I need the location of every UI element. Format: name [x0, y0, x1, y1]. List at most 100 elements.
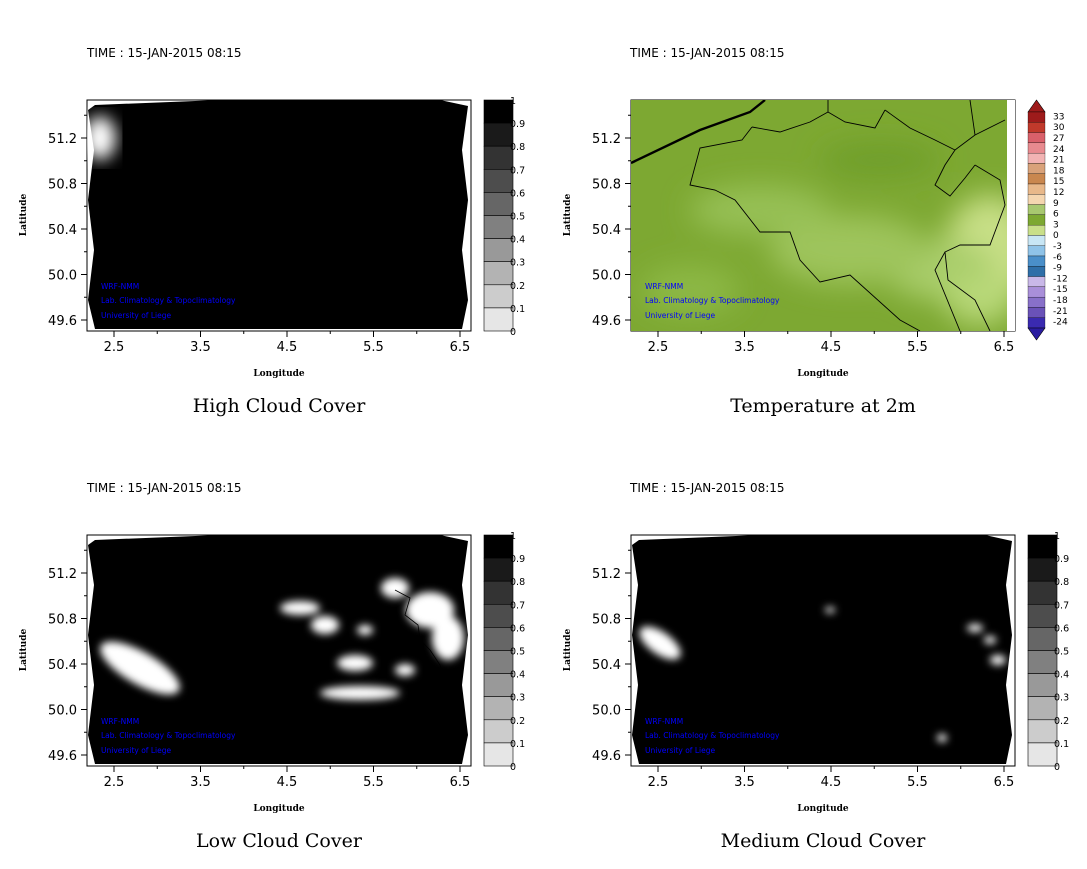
colorbar-label: 0.7: [1054, 600, 1069, 611]
watermark: WRF-NMM Lab. Climatology & Topoclimatolo…: [101, 282, 236, 320]
x-tick-label: 2.5: [104, 340, 125, 355]
time-label: TIME : 15-JAN-2015 08:15: [629, 46, 785, 60]
x-tick-label: 5.5: [363, 775, 384, 790]
watermark-line1: WRF-NMM: [101, 282, 139, 291]
colorbar-label: 0.1: [1054, 739, 1069, 750]
colorbar-swatch: [483, 284, 514, 309]
y-tick-label: 50.0: [48, 269, 77, 284]
cloud-gap: [87, 116, 116, 160]
colorbar-label: 0.3: [510, 258, 525, 269]
colorbar-label: 0.1: [510, 304, 525, 315]
colorbar-label: 0.2: [1054, 716, 1069, 727]
colorbar-label: -21: [1053, 307, 1068, 317]
colorbar-label: 30: [1053, 123, 1065, 133]
colorbar-label: 1: [1054, 531, 1060, 542]
colorbar-label: 0.3: [510, 693, 525, 704]
colorbar-swatch: [1027, 245, 1046, 257]
map-frame: [630, 99, 1016, 332]
x-tick-label: 6.5: [450, 340, 471, 355]
colorbar-label: 0.8: [510, 142, 525, 153]
colorbar-label: 1: [510, 531, 516, 542]
x-tick-label: 2.5: [648, 340, 669, 355]
colorbar-swatch: [483, 742, 514, 767]
colorbar-label: 9: [1053, 199, 1059, 209]
colorbar-label: 0.9: [510, 119, 525, 130]
y-tick-label: 50.0: [48, 704, 77, 719]
cloud-gaps: [100, 578, 464, 700]
colorbar-label: 0: [1053, 231, 1059, 241]
watermark-line1: WRF-NMM: [101, 717, 139, 726]
y-tick-label: 50.4: [48, 658, 77, 673]
x-tick-label: 4.5: [821, 775, 842, 790]
colorbar-label: 12: [1053, 188, 1064, 198]
colorbar-label: 0.7: [510, 165, 525, 176]
y-tick-label: 51.2: [48, 567, 77, 582]
x-tick-label: 5.5: [363, 340, 384, 355]
colorbar-label: 0.4: [510, 235, 525, 246]
y-tick-label: 50.0: [592, 269, 621, 284]
watermark-line2: Lab. Climatology & Topoclimatology: [645, 731, 780, 740]
colorbar-swatch: [483, 145, 514, 170]
colorbar-swatch: [483, 99, 514, 124]
x-tick-label: 6.5: [994, 340, 1015, 355]
colorbar-swatch: [483, 696, 514, 721]
colorbar-label: 0.5: [1054, 647, 1069, 658]
x-tick-label: 3.5: [190, 775, 211, 790]
colorbar-label: 0.5: [510, 647, 525, 658]
cloud-gaps: [639, 607, 1006, 742]
x-tick-label: 5.5: [907, 775, 928, 790]
colorbar-label: -9: [1053, 264, 1062, 274]
colorbar-label: 0.4: [510, 670, 525, 681]
y-axis: 51.2 50.8 50.4 50.0 49.6: [48, 549, 87, 764]
map-frame: [86, 99, 472, 332]
watermark-line3: University of Liege: [645, 311, 715, 320]
x-axis-label: Longitude: [797, 804, 849, 814]
y-tick-label: 51.2: [48, 132, 77, 147]
colorbar-swatch: [483, 122, 514, 147]
colorbar: 1 0.9 0.8 0.7 0.6 0.5 0.4 0.3 0.2 0.1 0: [483, 531, 525, 773]
colorbar-swatch: [1027, 603, 1058, 628]
watermark-line2: Lab. Climatology & Topoclimatology: [645, 296, 780, 305]
time-label: TIME : 15-JAN-2015 08:15: [629, 481, 785, 495]
colorbar-label: -15: [1053, 285, 1068, 295]
panel-title: Low Cloud Cover: [196, 830, 363, 852]
x-axis-label: Longitude: [253, 804, 305, 814]
colorbar-max-arrow: [1027, 99, 1046, 113]
colorbar-label: 6: [1053, 210, 1059, 220]
colorbar-label: -18: [1053, 296, 1068, 306]
colorbar-swatch: [1027, 557, 1058, 582]
country-borders: [394, 589, 456, 701]
y-tick-label: 49.6: [48, 314, 77, 329]
panel-temperature-2m: TIME : 15-JAN-2015 08:15: [563, 46, 1068, 417]
x-tick-label: 2.5: [648, 775, 669, 790]
colorbar-swatch: [1027, 296, 1046, 308]
y-tick-label: 51.2: [592, 132, 621, 147]
watermark: WRF-NMM Lab. Climatology & Topoclimatolo…: [645, 282, 780, 320]
y-axis: 51.2 50.8 50.4 50.0 49.6: [48, 114, 87, 329]
colorbar-label: 27: [1053, 134, 1064, 144]
colorbar-temperature: 33302724211815129630-3-6-9-12-15-18-21-2…: [1027, 99, 1068, 341]
panel-low-cloud-cover: TIME : 15-JAN-2015 08:15: [19, 481, 525, 852]
colorbar: 1 0.9 0.8 0.7 0.6 0.5 0.4 0.3 0.2 0.1 0: [1027, 531, 1069, 773]
cloud-field: [632, 535, 1012, 764]
colorbar-swatch: [483, 261, 514, 286]
colorbar-swatch: [1027, 183, 1046, 195]
colorbar-swatch: [1027, 266, 1046, 277]
colorbar-swatch: [1027, 307, 1046, 318]
x-tick-label: 4.5: [277, 775, 298, 790]
x-tick-label: 6.5: [450, 775, 471, 790]
watermark-line2: Lab. Climatology & Topoclimatology: [101, 296, 236, 305]
colorbar-label: 0.8: [510, 577, 525, 588]
y-tick-label: 50.8: [48, 178, 77, 193]
colorbar-swatch: [483, 215, 514, 239]
watermark: WRF-NMM Lab. Climatology & Topoclimatolo…: [645, 717, 780, 755]
y-tick-label: 51.2: [592, 567, 621, 582]
colorbar-swatch: [1027, 204, 1046, 216]
x-axis-label: Longitude: [797, 369, 849, 379]
east-border: [969, 100, 976, 136]
colorbar-swatch: [1027, 580, 1058, 605]
colorbar-label: 0.8: [1054, 577, 1069, 588]
colorbar-label: 0.5: [510, 212, 525, 223]
y-axis-label: Latitude: [563, 629, 573, 672]
x-tick-label: 2.5: [104, 775, 125, 790]
